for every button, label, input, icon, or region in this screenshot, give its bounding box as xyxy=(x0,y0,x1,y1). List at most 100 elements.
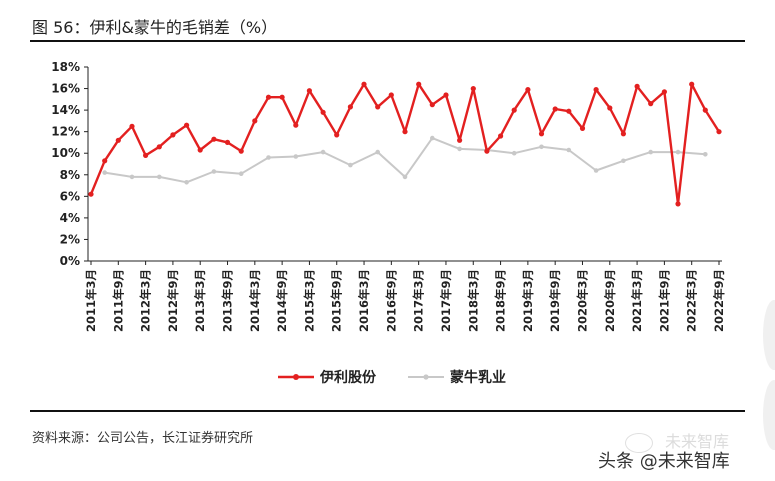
data-point xyxy=(265,94,272,100)
legend-swatch-marker xyxy=(293,374,299,380)
data-point xyxy=(621,158,626,164)
data-point xyxy=(402,174,408,180)
data-point xyxy=(334,132,340,138)
data-point xyxy=(143,152,149,158)
data-point xyxy=(716,129,722,135)
data-point xyxy=(566,108,572,114)
data-point xyxy=(361,81,367,87)
chart-legend: 伊利股份 蒙牛乳业 xyxy=(278,369,506,386)
data-point xyxy=(102,170,107,175)
y-tick-label: 4% xyxy=(60,211,80,225)
data-point xyxy=(184,180,189,185)
data-point xyxy=(129,174,135,180)
data-point xyxy=(293,154,299,159)
y-tick-label: 10% xyxy=(51,146,80,160)
watermark-circle-icon xyxy=(625,433,653,453)
edge-shadow xyxy=(763,380,775,450)
data-point xyxy=(525,87,531,93)
watermark-text: 头条 @未来智库 xyxy=(598,451,730,472)
data-point xyxy=(388,92,394,98)
data-point xyxy=(620,131,627,137)
source-note: 资料来源：公司公告，长江证券研究所 xyxy=(32,431,254,446)
data-point xyxy=(648,101,654,107)
x-tick-label: 2020年3月 xyxy=(575,269,589,332)
data-point xyxy=(157,174,162,180)
x-tick-label: 2012年3月 xyxy=(139,269,153,332)
data-point xyxy=(266,155,271,160)
series-line-yili xyxy=(89,83,721,206)
data-point xyxy=(238,148,244,154)
x-tick-label: 2021年3月 xyxy=(630,269,644,332)
x-tick-label: 2017年3月 xyxy=(412,269,426,332)
data-point xyxy=(607,105,613,111)
data-point xyxy=(238,171,244,176)
top-rule xyxy=(30,40,745,42)
data-point xyxy=(593,87,599,93)
data-point xyxy=(539,144,544,150)
data-point xyxy=(593,168,599,173)
data-point xyxy=(675,149,681,155)
data-point xyxy=(511,150,517,156)
x-tick-label: 2021年9月 xyxy=(657,269,671,332)
x-tick-label: 2019年3月 xyxy=(521,269,535,332)
x-tick-label: 2017年9月 xyxy=(439,269,453,332)
data-point xyxy=(211,169,217,174)
data-point xyxy=(306,88,312,94)
x-tick-label: 2011年3月 xyxy=(84,269,98,332)
data-point xyxy=(675,201,681,207)
data-point xyxy=(443,92,449,98)
data-point xyxy=(703,152,708,157)
x-tick-label: 2020年9月 xyxy=(603,269,617,332)
data-point xyxy=(498,133,504,139)
x-tick-label: 2013年9月 xyxy=(221,269,235,332)
chart: 0% 2% 4% 6% 8% 10% 12% 14% 16% 18% 2011年3月 2011年9月 2… xyxy=(51,60,726,386)
y-tick-label: 16% xyxy=(51,82,80,96)
data-point xyxy=(702,107,708,113)
data-point xyxy=(416,81,422,87)
x-tick-label: 2014年9月 xyxy=(275,269,289,332)
legend-label: 蒙牛乳业 xyxy=(450,369,506,386)
data-point xyxy=(224,139,231,145)
data-point xyxy=(470,86,476,92)
data-point xyxy=(429,102,435,108)
x-tick-label: 2016年9月 xyxy=(384,269,398,332)
y-tick-label: 12% xyxy=(51,125,80,139)
data-point xyxy=(197,147,203,153)
data-point xyxy=(457,137,463,143)
data-point xyxy=(484,148,490,154)
y-tick-label: 0% xyxy=(60,254,80,268)
bottom-rule xyxy=(30,410,745,412)
data-point xyxy=(375,104,381,110)
x-tick-label: 2015年9月 xyxy=(330,269,344,332)
data-point xyxy=(279,94,285,100)
y-tick-label: 18% xyxy=(51,60,80,74)
data-point xyxy=(634,83,640,89)
data-point xyxy=(211,136,217,142)
x-tick-label: 2014年3月 xyxy=(248,269,262,332)
data-point xyxy=(552,106,558,112)
x-tick-label: 2019年9月 xyxy=(548,269,562,332)
data-point xyxy=(579,125,586,131)
data-point xyxy=(661,89,668,95)
x-tick-label: 2011年9月 xyxy=(111,269,125,332)
data-point xyxy=(375,149,381,155)
data-point xyxy=(129,123,135,129)
x-tick-label: 2012年9月 xyxy=(166,269,180,332)
data-point xyxy=(566,147,572,153)
data-point xyxy=(102,158,108,164)
y-tick-label: 14% xyxy=(51,103,80,117)
data-point xyxy=(156,144,162,150)
x-tick-label: 2013年3月 xyxy=(193,269,207,332)
data-point xyxy=(689,81,695,87)
y-tick-label: 8% xyxy=(60,168,80,182)
x-tick-label: 2016年3月 xyxy=(357,269,371,332)
data-point xyxy=(538,131,545,137)
x-tick-label: 2018年9月 xyxy=(494,269,508,332)
x-tick-label: 2022年3月 xyxy=(685,269,699,332)
data-point xyxy=(170,132,176,138)
data-point xyxy=(320,149,326,155)
edge-shadow xyxy=(763,300,775,370)
figure-title: 图 56：伊利&蒙牛的毛销差（%） xyxy=(32,18,278,37)
data-point xyxy=(430,135,435,141)
data-point xyxy=(648,149,653,155)
